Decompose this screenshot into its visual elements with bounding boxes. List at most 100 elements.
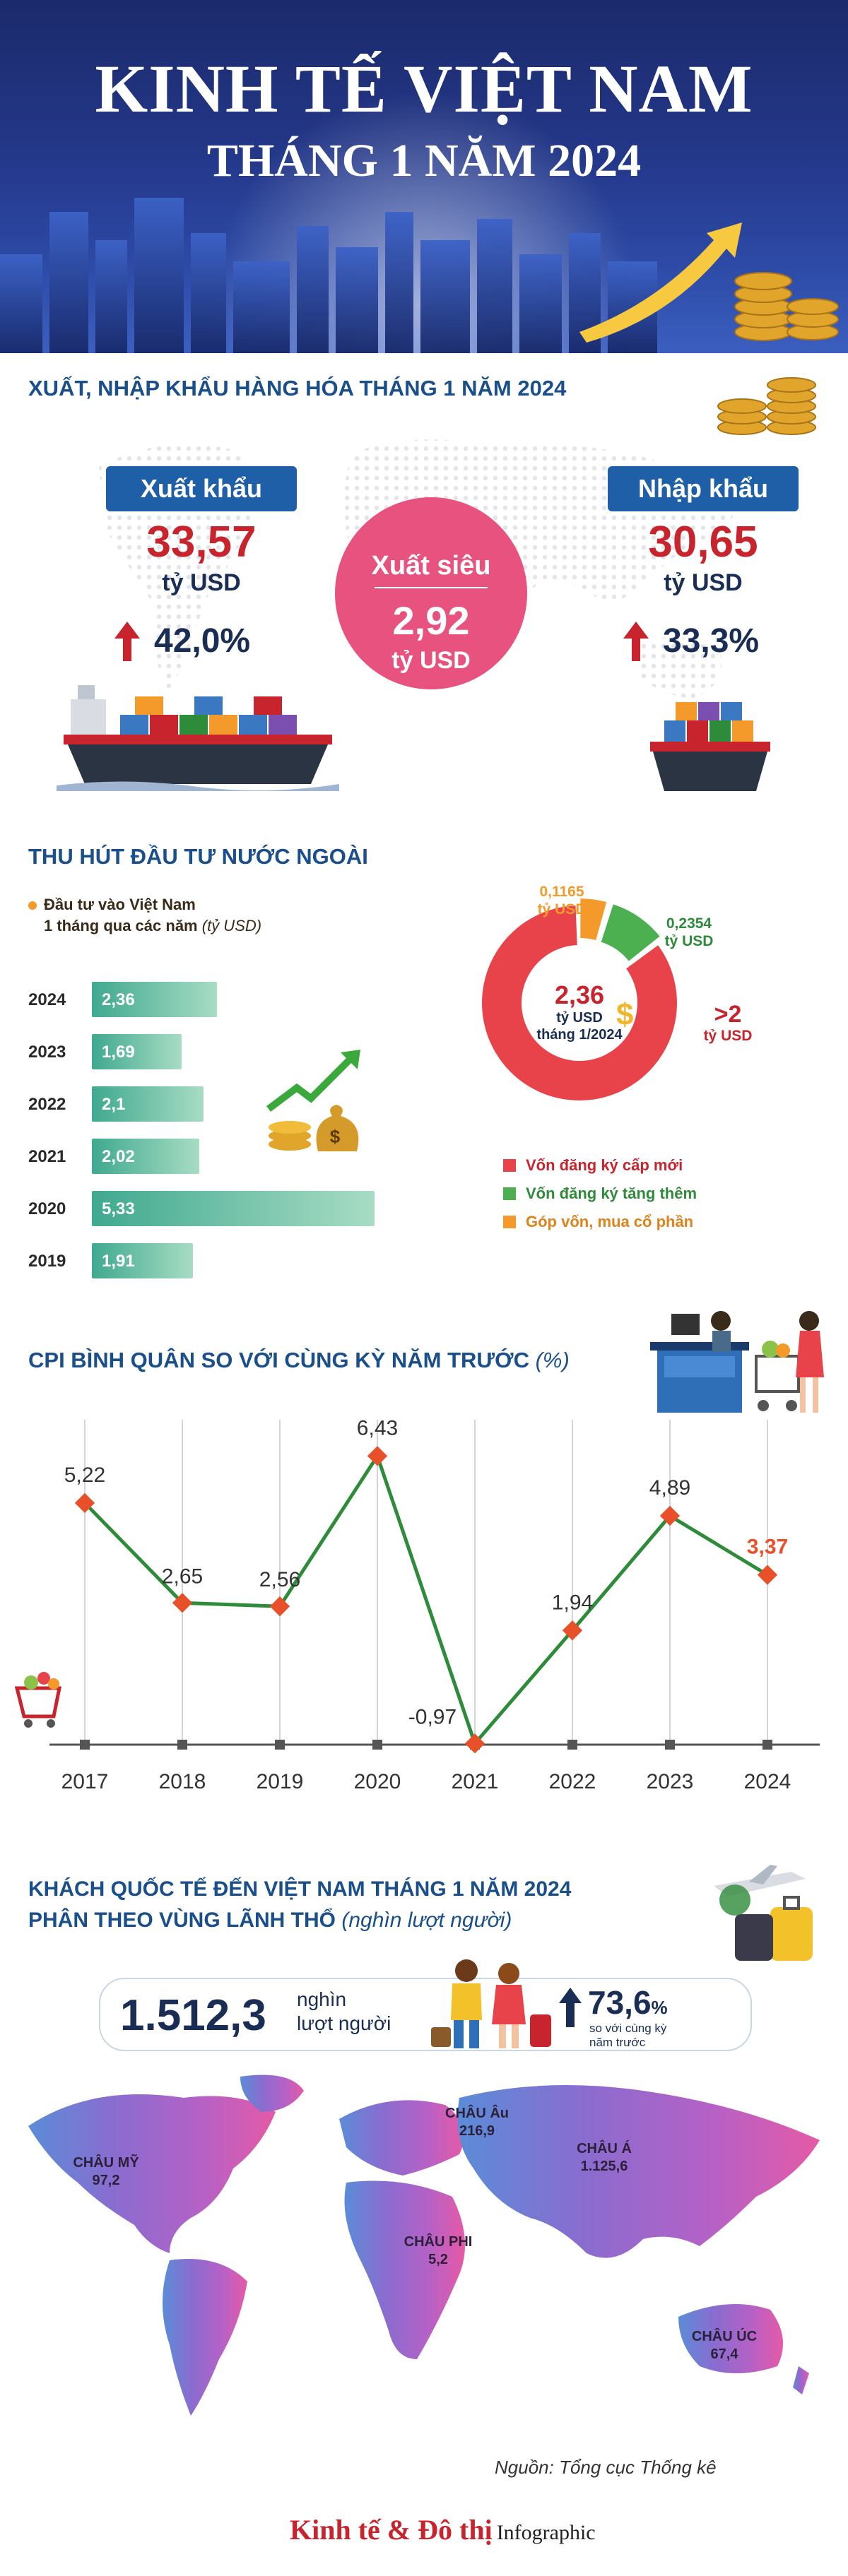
region-value: 97,2 (92, 2173, 120, 2188)
gold-coins-icon (717, 377, 816, 435)
cpi-title-text: CPI BÌNH QUÂN SO VỚI CÙNG KỲ NĂM TRƯỚC (28, 1348, 529, 1372)
bar-category-label: 2021 (28, 1147, 66, 1166)
cpi-point (757, 1565, 778, 1585)
cpi-title-unit: (%) (535, 1348, 570, 1372)
region-value: 5,2 (428, 2252, 448, 2267)
shopping-cart-icon (14, 1672, 62, 1728)
world-map (28, 2075, 820, 2416)
bar-value-label: 1,91 (102, 1252, 135, 1271)
surplus-value: 2,92 (392, 598, 470, 643)
region-name: CHÂU PHI (404, 2234, 473, 2250)
fdi-bar-chart: 2024 2,36 2023 1,69 2022 2,1 2021 2,02 2020 5,33 2… (28, 982, 396, 1293)
tourism-title-line1: KHÁCH QUỐC TẾ ĐẾN VIỆT NAM THÁNG 1 NĂM 2… (28, 1877, 572, 1901)
cpi-value-label: 2,56 (259, 1568, 300, 1591)
cpi-axis-tick (665, 1740, 675, 1750)
orange-unit: tỷ USD (537, 901, 587, 918)
city-skyline-illustration (0, 92, 839, 353)
region-label-asia: CHÂU Á 1.125,6 (558, 2140, 650, 2176)
fdi-bar (92, 982, 217, 1017)
import-value: 30,65 (648, 518, 758, 566)
region-oceania (678, 2304, 783, 2373)
cpi-year-label: 2018 (159, 1770, 206, 1793)
fdi-bar (92, 1034, 182, 1069)
surplus-unit: tỷ USD (391, 647, 471, 674)
cpi-year-label: 2022 (549, 1770, 596, 1793)
tourism-total-unit: nghìn lượt người (297, 1988, 391, 2035)
cargo-ship-front-icon (650, 702, 770, 791)
cpi-year-label: 2019 (257, 1770, 304, 1793)
cpi-value-label: 3,37 (747, 1536, 788, 1559)
bar-value-label: 2,1 (102, 1095, 126, 1114)
money-growth-icon: $ (266, 1050, 360, 1151)
brand-logo: Kinh tế & Đô thị (290, 2514, 493, 2546)
bar-category-label: 2022 (28, 1095, 66, 1114)
export-label: Xuất khẩu (106, 466, 297, 511)
export-unit: tỷ USD (162, 569, 241, 596)
donut-legend: Vốn đăng ký cấp mới Vốn đăng ký tăng thê… (503, 1151, 697, 1236)
region-name: CHÂU Âu (445, 2106, 509, 2121)
region-south-america (163, 2259, 247, 2416)
brand-footer: Kinh tế & Đô thị Infographic (290, 2513, 596, 2546)
region-name: CHÂU Á (577, 2141, 632, 2156)
cpi-value-label: 5,22 (64, 1464, 105, 1487)
cpi-point (562, 1620, 583, 1641)
green-value: 0,2354 (666, 915, 712, 932)
green-unit: tỷ USD (664, 933, 714, 950)
tourism-growth-note: so với cùng kỳ năm trước (589, 2022, 666, 2049)
cpi-value-label: 2,65 (162, 1565, 203, 1588)
cpi-axis-tick (372, 1740, 382, 1750)
travel-luggage-icon (714, 1865, 813, 1961)
legend-label: Vốn đăng ký cấp mới (526, 1156, 683, 1174)
bar-category-label: 2020 (28, 1199, 66, 1218)
fdi-section-title: THU HÚT ĐẦU TƯ NƯỚC NGOÀI (28, 844, 368, 869)
brand-suffix: Infographic (496, 2521, 596, 2544)
region-value: 1.125,6 (580, 2159, 628, 2174)
region-name: CHÂU ÚC (691, 2329, 758, 2344)
legend-item: Góp vốn, mua cổ phần (503, 1208, 697, 1236)
bar-value-label: 2,36 (102, 990, 135, 1009)
growth-note-line1: so với cùng kỳ (589, 2022, 667, 2035)
up-arrow-icon (559, 1988, 582, 2027)
import-growth: 33,3% (663, 622, 760, 660)
donut-center-unit: tỷ USD (556, 1010, 603, 1026)
cargo-ship-icon (57, 685, 339, 791)
cpi-axis-tick (567, 1740, 577, 1750)
legend-swatch (503, 1159, 516, 1172)
region-label-americas: CHÂU MỸ 97,2 (67, 2154, 145, 2190)
cpi-line (83, 1452, 769, 1747)
fdi-legend-line1: Đầu tư vào Việt Nam (44, 896, 196, 913)
header-banner: KINH TẾ VIỆT NAM THÁNG 1 NĂM 2024 (0, 0, 848, 353)
bar-value-label: 5,33 (102, 1199, 135, 1218)
cpi-year-label: 2023 (647, 1770, 694, 1793)
red-value: >2 (714, 1001, 742, 1028)
legend-item: Vốn đăng ký cấp mới (503, 1151, 697, 1180)
cpi-point (367, 1446, 388, 1466)
cpi-year-label: 2024 (744, 1770, 791, 1793)
donut-label-orange: 0,1165 tỷ USD (523, 883, 601, 918)
cpi-point (659, 1505, 681, 1526)
cpi-year-label: 2017 (61, 1770, 109, 1793)
export-value: 33,57 (146, 518, 257, 566)
fdi-donut-chart (482, 898, 677, 1100)
region-value: 67,4 (710, 2346, 738, 2362)
growth-pct: % (651, 1997, 668, 2018)
total-unit-line2: lượt người (297, 2012, 391, 2034)
region-label-oceania: CHÂU ÚC 67,4 (685, 2328, 763, 2363)
donut-center-period: tháng 1/2024 (536, 1027, 623, 1043)
up-arrow-icon (114, 622, 140, 661)
fdi-legend-line2: 1 tháng qua các năm (44, 917, 198, 934)
surplus-label: Xuất siêu (371, 551, 491, 581)
cpi-year-label: 2020 (354, 1770, 401, 1793)
cpi-axis-tick (275, 1740, 285, 1750)
bar-category-label: 2019 (28, 1252, 66, 1271)
bar-value-label: 2,02 (102, 1147, 135, 1166)
orange-value: 0,1165 (539, 884, 584, 900)
cpi-line-chart: 2017 2018 2019 2020 2021 2022 2023 2024 5,22 2,65… (49, 1416, 820, 1793)
donut-slice (482, 906, 677, 1100)
import-label: Nhập khẩu (608, 466, 799, 511)
legend-dot (28, 901, 37, 910)
cpi-value-label: 1,94 (552, 1591, 593, 1614)
tourism-title-line2: PHÂN THEO VÙNG LÃNH THỔ (nghìn lượt ngườ… (28, 1909, 512, 1933)
region-north-america (28, 2094, 276, 2253)
region-label-europe: CHÂU Âu 216,9 (438, 2105, 516, 2140)
